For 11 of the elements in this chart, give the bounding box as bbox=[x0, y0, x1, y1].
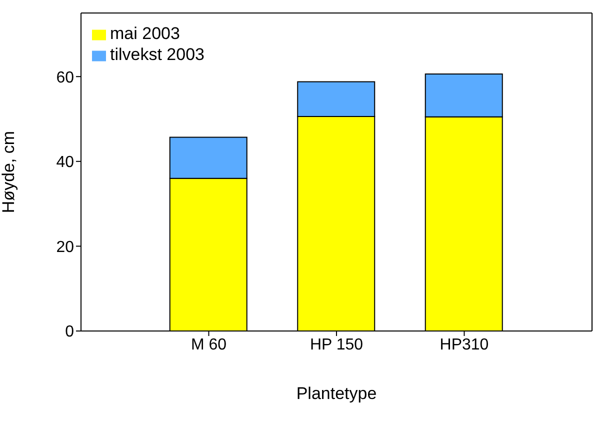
x-tick-label: M 60 bbox=[190, 336, 227, 354]
y-tick-label: 0 bbox=[65, 324, 74, 341]
x-tick-label: HP 150 bbox=[310, 336, 364, 354]
y-tick-label: 60 bbox=[56, 69, 74, 86]
x-axis-title: Plantetype bbox=[296, 384, 377, 403]
y-tick-label: 20 bbox=[56, 238, 74, 256]
y-axis-title: Høyde, cm bbox=[0, 130, 18, 214]
legend-label: tilvekst 2003 bbox=[110, 45, 204, 64]
x-tick-label: HP310 bbox=[440, 336, 489, 354]
y-tick-label: 40 bbox=[56, 154, 74, 172]
legend-label: mai 2003 bbox=[110, 24, 180, 43]
